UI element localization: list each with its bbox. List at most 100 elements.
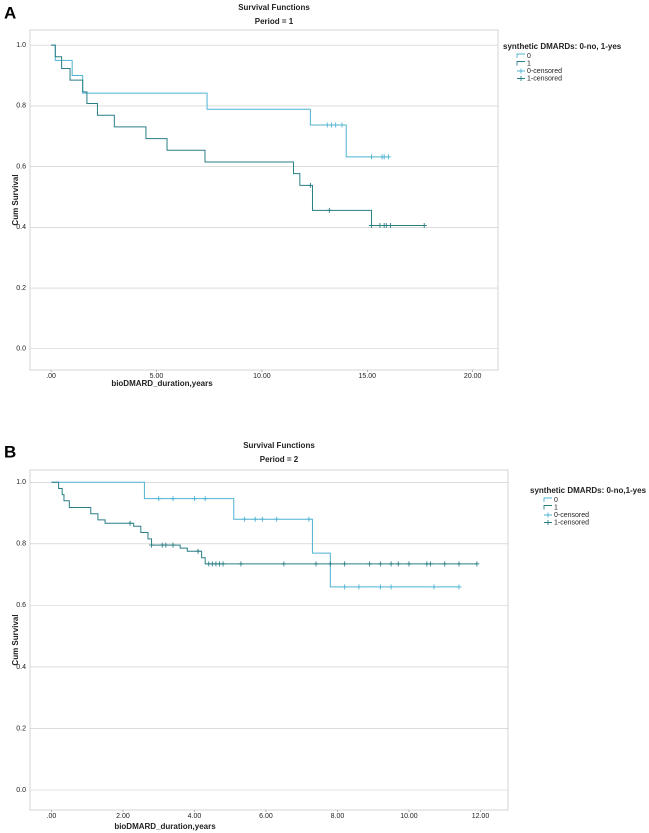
censored-mark [163, 542, 169, 548]
legend-swatch [543, 505, 552, 510]
survival-curve [51, 481, 477, 565]
y-tick-label: 0.8 [16, 103, 26, 110]
censored-mark [377, 584, 383, 590]
y-tick-label: 0.4 [16, 664, 26, 671]
censored-mark [259, 516, 265, 522]
x-tick-label: 10.00 [253, 373, 271, 380]
censored-mark [367, 561, 373, 567]
legend-swatch [517, 76, 525, 81]
x-tick-label: 15.00 [359, 373, 377, 380]
censored-mark [202, 496, 208, 502]
y-tick-label: 0.2 [16, 285, 26, 292]
censored-mark [381, 154, 387, 160]
legend-label: 1 [527, 60, 531, 67]
censored-mark [406, 561, 412, 567]
censored-mark [342, 584, 348, 590]
legend-title: synthetic DMARDs: 0-no,1-yes [530, 486, 647, 495]
chart-subtitle: Period = 2 [260, 455, 299, 464]
censored-mark [191, 496, 197, 502]
legend-label: 0 [527, 53, 531, 60]
y-tick-label: 0.6 [16, 163, 26, 170]
legend-swatch [516, 61, 525, 66]
censored-mark [170, 496, 176, 502]
censored-mark [388, 584, 394, 590]
censored-mark [333, 122, 339, 128]
censored-mark [383, 223, 389, 228]
censored-mark [387, 223, 393, 228]
censored-mark [356, 584, 362, 590]
censored-mark [327, 561, 333, 567]
x-tick-label: 8.00 [331, 813, 345, 820]
censored-mark [127, 520, 133, 526]
censored-mark [328, 122, 334, 128]
censored-mark [369, 223, 375, 228]
censored-mark [369, 154, 375, 160]
y-tick-label: 0.2 [16, 725, 26, 732]
x-axis-label: bioDMARD_duration,years [114, 822, 216, 831]
x-tick-label: 10.00 [400, 813, 418, 820]
censored-mark [456, 561, 462, 567]
censored-mark [339, 122, 345, 128]
censored-mark [385, 154, 391, 160]
censored-mark [442, 561, 448, 567]
censored-mark [195, 548, 201, 554]
y-tick-label: 1.0 [16, 479, 26, 486]
censored-mark [306, 516, 312, 522]
censored-mark [324, 122, 330, 128]
censored-mark [307, 182, 313, 188]
censored-mark [342, 561, 348, 567]
censored-mark [388, 561, 394, 567]
y-tick-label: 0.0 [16, 346, 26, 353]
censored-mark [427, 561, 433, 567]
x-axis-label: bioDMARD_duration,years [111, 379, 213, 388]
legend-label: 1-censored [554, 519, 589, 526]
survival-curve [51, 44, 425, 226]
legend-swatch [517, 68, 525, 74]
survival-curve [51, 481, 460, 588]
y-tick-label: 1.0 [16, 42, 26, 49]
y-tick-label: 0.6 [16, 602, 26, 609]
x-tick-label: .00 [47, 813, 57, 820]
y-tick-label: 0.4 [16, 224, 26, 231]
legend-label: 0 [554, 497, 558, 504]
x-tick-label: 4.00 [188, 813, 202, 820]
x-tick-label: .00 [46, 373, 56, 380]
censored-mark [242, 516, 248, 522]
censored-mark [395, 561, 401, 567]
x-tick-label: 2.00 [116, 813, 130, 820]
x-tick-label: 5.00 [150, 373, 164, 380]
panel-label: A [4, 3, 16, 22]
chart-subtitle: Period = 1 [255, 17, 294, 26]
legend-swatch [544, 512, 552, 518]
survival-curve [51, 44, 389, 158]
censored-mark [170, 542, 176, 548]
censored-mark [156, 496, 162, 502]
legend-swatch [516, 53, 525, 58]
censored-mark [431, 584, 437, 590]
censored-mark [252, 516, 258, 522]
censored-mark [377, 561, 383, 567]
legend-label: 0-censored [554, 512, 589, 519]
y-tick-label: 0.0 [16, 787, 26, 794]
legend-title: synthetic DMARDs: 0-no, 1-yes [503, 42, 622, 51]
censored-mark [421, 223, 427, 228]
censored-mark [474, 561, 480, 567]
y-tick-label: 0.8 [16, 541, 26, 548]
censored-mark [313, 561, 319, 567]
chart-title: Survival Functions [238, 3, 310, 12]
legend-swatch [543, 497, 552, 502]
y-axis-label: Cum Survival [11, 174, 20, 225]
censored-mark [274, 516, 280, 522]
x-tick-label: 12.00 [472, 813, 490, 820]
censored-mark [456, 584, 462, 590]
panel-label: B [4, 442, 16, 461]
plot-frame [29, 469, 509, 811]
x-tick-label: 6.00 [259, 813, 273, 820]
censored-mark [326, 207, 332, 213]
censored-mark [238, 561, 244, 567]
legend-label: 1-censored [527, 75, 562, 82]
legend-swatch [544, 520, 552, 525]
censored-mark [281, 561, 287, 567]
censored-mark [149, 542, 155, 548]
